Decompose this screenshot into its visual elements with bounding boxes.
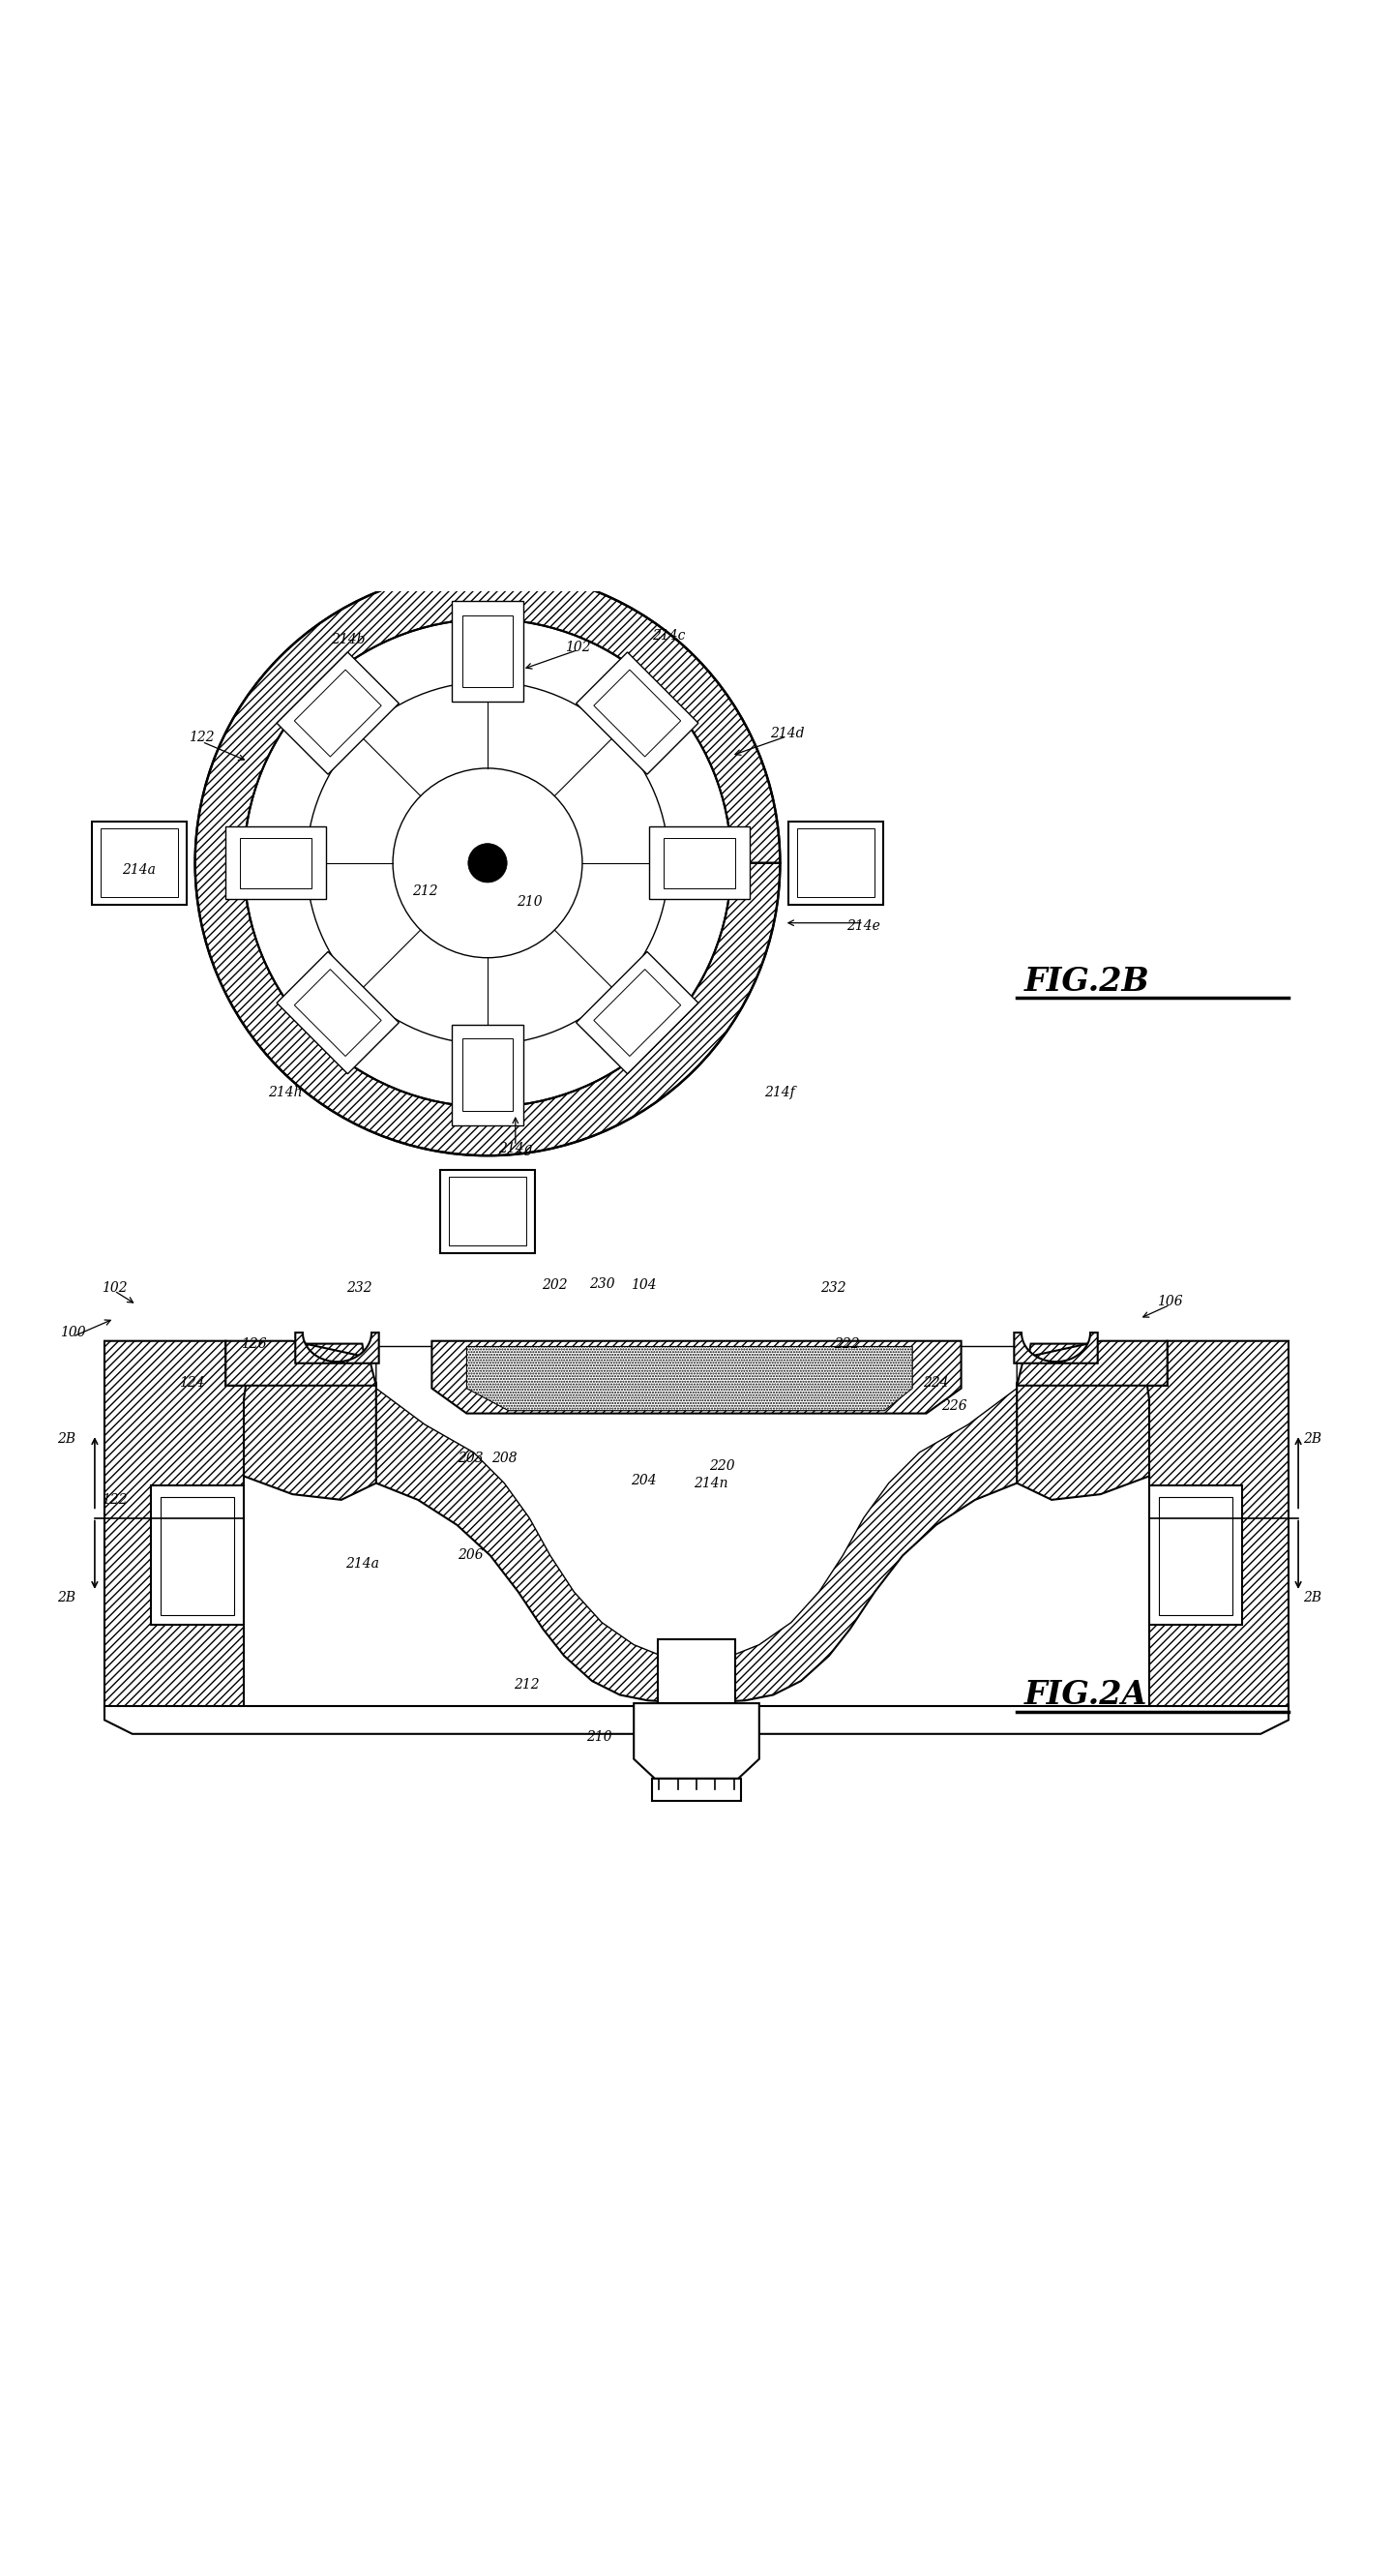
- Polygon shape: [294, 969, 382, 1056]
- Polygon shape: [577, 951, 698, 1074]
- Text: FIG.2A: FIG.2A: [1024, 1680, 1146, 1710]
- Text: 126: 126: [241, 1337, 266, 1350]
- Ellipse shape: [468, 842, 507, 884]
- Text: 214a: 214a: [123, 863, 156, 876]
- Bar: [788, 822, 883, 904]
- Bar: [797, 829, 875, 896]
- Polygon shape: [1017, 1342, 1167, 1386]
- Text: 100: 100: [60, 1327, 85, 1340]
- Bar: [449, 479, 527, 549]
- Polygon shape: [634, 1703, 759, 1777]
- Bar: [440, 1170, 535, 1252]
- Text: 214g: 214g: [499, 1141, 532, 1157]
- Polygon shape: [451, 1025, 524, 1126]
- Polygon shape: [657, 1638, 736, 1703]
- Bar: [100, 829, 178, 896]
- Text: 106: 106: [1158, 1296, 1183, 1309]
- Bar: [440, 474, 535, 556]
- Polygon shape: [663, 837, 736, 889]
- Polygon shape: [277, 951, 398, 1074]
- Text: 212: 212: [514, 1680, 539, 1692]
- Polygon shape: [462, 1038, 513, 1110]
- Polygon shape: [104, 1705, 1289, 1734]
- Text: 124: 124: [180, 1376, 205, 1388]
- Text: 206: 206: [458, 1548, 483, 1561]
- Polygon shape: [160, 1497, 234, 1615]
- Polygon shape: [432, 1342, 961, 1414]
- Polygon shape: [649, 827, 749, 899]
- Polygon shape: [240, 837, 312, 889]
- Polygon shape: [226, 827, 326, 899]
- Polygon shape: [295, 1332, 379, 1363]
- Polygon shape: [1014, 1332, 1098, 1363]
- Polygon shape: [104, 1342, 273, 1710]
- Text: 122: 122: [189, 732, 215, 744]
- Text: 214a: 214a: [345, 1556, 379, 1571]
- Text: 202: 202: [542, 1278, 567, 1293]
- Text: 122: 122: [102, 1494, 127, 1507]
- Text: 2B: 2B: [1302, 1589, 1322, 1605]
- Polygon shape: [462, 616, 513, 688]
- Ellipse shape: [393, 768, 582, 958]
- Polygon shape: [226, 1342, 376, 1386]
- Text: 102: 102: [566, 641, 591, 654]
- Text: 214c: 214c: [652, 629, 685, 641]
- Text: 214h: 214h: [269, 1087, 302, 1100]
- Polygon shape: [277, 652, 398, 775]
- Text: 214e: 214e: [847, 920, 880, 933]
- Text: 232: 232: [347, 1280, 372, 1296]
- Polygon shape: [593, 969, 681, 1056]
- Text: 232: 232: [820, 1280, 846, 1296]
- Polygon shape: [273, 1345, 1120, 1703]
- Polygon shape: [244, 1350, 376, 1499]
- Text: 203: 203: [458, 1450, 483, 1466]
- Text: 204: 204: [631, 1473, 656, 1486]
- Polygon shape: [294, 670, 382, 757]
- Text: 220: 220: [709, 1461, 734, 1473]
- Text: 214b: 214b: [332, 634, 365, 647]
- Polygon shape: [195, 569, 780, 1157]
- Polygon shape: [1017, 1350, 1149, 1499]
- Polygon shape: [1159, 1497, 1233, 1615]
- Bar: [92, 822, 187, 904]
- Text: 214f: 214f: [765, 1087, 795, 1100]
- Polygon shape: [451, 600, 524, 701]
- Polygon shape: [593, 670, 681, 757]
- Polygon shape: [467, 1347, 912, 1412]
- Polygon shape: [1120, 1342, 1289, 1710]
- Text: 212: 212: [412, 884, 437, 896]
- Text: 230: 230: [589, 1278, 614, 1291]
- Text: 2B: 2B: [57, 1432, 77, 1445]
- Text: 210: 210: [586, 1731, 612, 1744]
- Text: 210: 210: [517, 896, 542, 909]
- Text: FIG.2B: FIG.2B: [1024, 966, 1149, 997]
- Text: 214n: 214n: [694, 1476, 727, 1489]
- Polygon shape: [577, 652, 698, 775]
- Text: 2B: 2B: [57, 1589, 77, 1605]
- Text: 2B: 2B: [1302, 1432, 1322, 1445]
- Text: 208: 208: [492, 1450, 517, 1466]
- Bar: [449, 1177, 527, 1247]
- Polygon shape: [376, 1347, 1017, 1664]
- Polygon shape: [652, 1777, 741, 1801]
- Polygon shape: [1149, 1486, 1243, 1625]
- Text: 226: 226: [942, 1399, 967, 1414]
- Text: 224: 224: [924, 1376, 949, 1388]
- Text: 102: 102: [102, 1280, 127, 1296]
- Text: 222: 222: [834, 1337, 859, 1350]
- Polygon shape: [150, 1486, 244, 1625]
- Text: 214d: 214d: [770, 726, 804, 739]
- Text: 104: 104: [631, 1278, 656, 1293]
